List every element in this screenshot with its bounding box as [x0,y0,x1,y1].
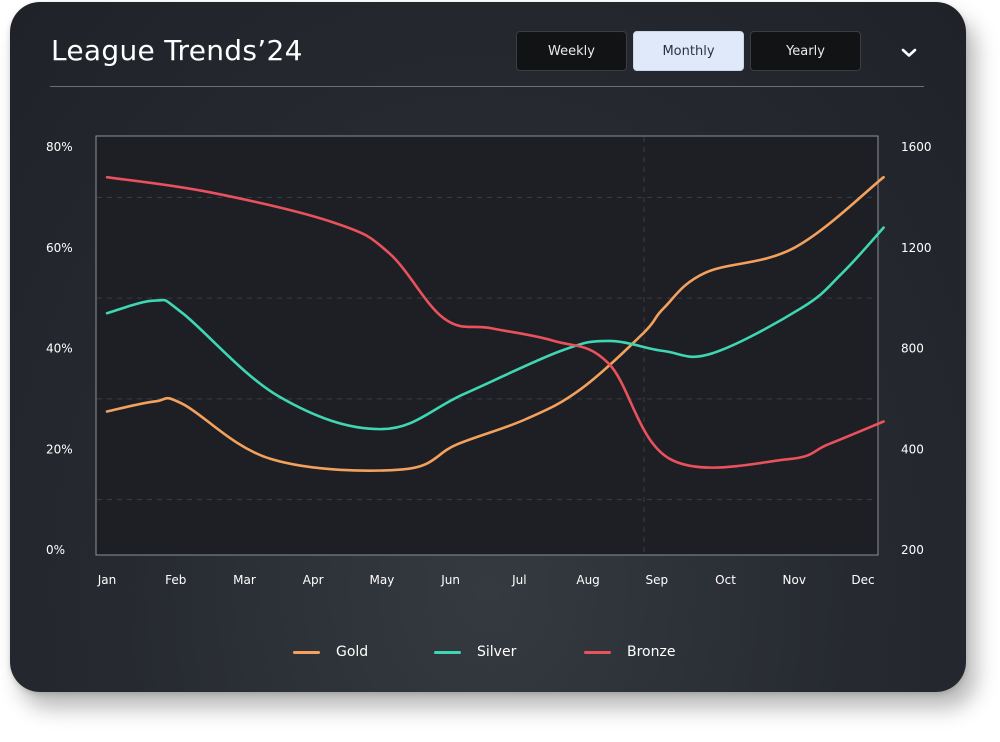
grid-lines [97,137,877,554]
series-line-gold [105,175,885,472]
legend-item-silver[interactable]: Silver [434,640,516,664]
y-axis-right: 200 400 800 1200 1600 [901,140,932,557]
x-tick-label: Aug [576,573,599,587]
legend-swatch-silver [434,650,461,654]
legend-label-bronze: Bronze [627,644,676,660]
x-tick-label: Jul [511,573,526,587]
x-tick-label: Feb [165,573,186,587]
legend-item-gold[interactable]: Gold [293,640,368,664]
series-lines [105,175,885,472]
weekly-button[interactable]: Weekly [516,31,627,71]
legend-label-silver: Silver [477,644,517,660]
y-right-tick-label: 1600 [901,140,932,154]
legend-label-gold: Gold [336,644,369,660]
y-left-tick-label: 40% [46,342,73,356]
x-tick-label: Oct [715,573,736,587]
x-tick-label: Jun [440,573,460,587]
line-chart: 0% 20% 40% 60% 80% 200 400 800 1200 1600 Jan Feb M… [46,135,932,587]
y-right-tick-label: 200 [901,543,924,557]
legend-item-bronze[interactable]: Bronze [584,640,675,664]
chart-legend: Gold Silver Bronze [10,640,966,664]
header-divider [50,86,924,87]
monthly-button[interactable]: Monthly [633,31,744,71]
y-right-tick-label: 800 [901,342,924,356]
plot-area [95,135,879,556]
legend-swatch-gold [293,650,320,654]
y-right-tick-label: 400 [901,442,924,456]
series-line-silver [105,226,885,431]
x-tick-label: Dec [851,573,874,587]
y-left-tick-label: 60% [46,241,73,255]
y-left-tick-label: 0% [46,543,65,557]
y-right-tick-label: 1200 [901,241,932,255]
x-tick-label: Jan [97,573,117,587]
dashboard-card: League Trends’24 Weekly Monthly Yearly 0… [10,2,966,692]
x-tick-label: Sep [646,573,669,587]
y-left-tick-label: 80% [46,140,73,154]
x-tick-label: May [370,573,395,587]
series-line-bronze [105,175,885,469]
y-axis-left: 0% 20% 40% 60% 80% [46,140,73,557]
chevron-down-icon[interactable] [896,40,922,66]
yearly-button[interactable]: Yearly [750,31,861,71]
x-axis: Jan Feb Mar Apr May Jun Jul Aug Sep Oct Nov Dec [97,573,875,587]
legend-swatch-bronze [584,650,611,654]
x-tick-label: Apr [303,573,324,587]
y-left-tick-label: 20% [46,442,73,456]
page-title: League Trends’24 [51,34,303,67]
x-tick-label: Mar [233,573,256,587]
x-tick-label: Nov [783,573,806,587]
